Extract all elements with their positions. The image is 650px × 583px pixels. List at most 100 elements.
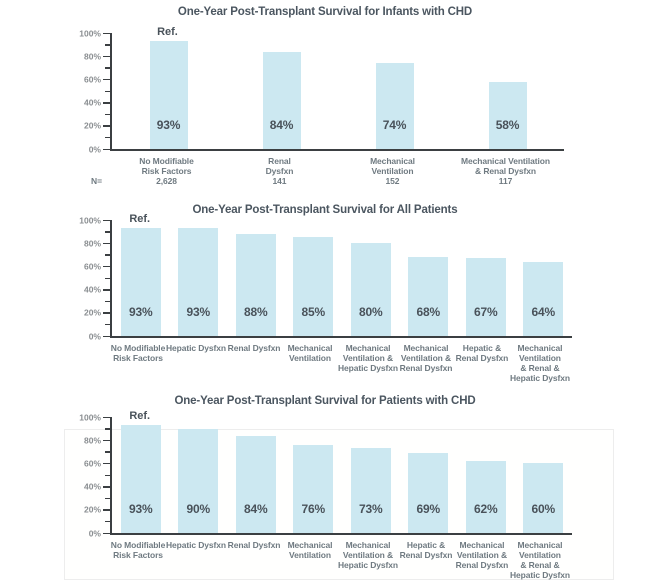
- y-axis-major-tick: [103, 462, 110, 465]
- category-label-line: Mechanical: [517, 343, 563, 353]
- y-axis-major-tick: [103, 78, 110, 81]
- category-label-line: Renal Dysfxn: [227, 343, 281, 353]
- survival-bar: 76%: [293, 444, 334, 533]
- y-axis-major-tick: [103, 509, 110, 511]
- y-axis-minor-tick: [105, 136, 110, 139]
- category-label-line: Mechanical: [287, 540, 333, 550]
- chart-title: One-Year Post-Transplant Survival for Al…: [192, 204, 458, 216]
- y-axis-major-tick: [103, 532, 110, 534]
- y-axis-minor-tick: [105, 44, 110, 46]
- survival-bar: 93% Ref.: [120, 213, 161, 336]
- category-label: Hepatic Dysfxn: [166, 343, 226, 383]
- y-axis-tick-label: 20%: [83, 120, 101, 131]
- category-label-line: Hepatic Dysfxn: [165, 540, 226, 550]
- category-label-line: No Modifiable: [139, 156, 194, 166]
- category-label-line: Dysfxn: [265, 166, 294, 176]
- category-label: No Modifiable Risk Factors: [110, 540, 166, 580]
- bar-value-label: 74%: [382, 118, 407, 132]
- bar-value-label: 93%: [156, 118, 181, 132]
- bar-slot: 93% Ref.: [112, 26, 225, 149]
- bar-value-label: 90%: [186, 502, 211, 516]
- y-axis-tick-label: 40%: [83, 481, 101, 492]
- category-label-line: Ventilation: [289, 353, 331, 363]
- y-axis-major-tick: [103, 486, 110, 488]
- category-label-line: Renal Dysfxn: [455, 353, 509, 363]
- survival-bar: 84%: [235, 435, 276, 533]
- category-label-line: Mechanical: [403, 343, 449, 353]
- chart-infants-chd: One-Year Post-Transplant Survival for In…: [0, 0, 650, 193]
- bar-value-label: 93%: [129, 502, 153, 516]
- bars-container: 93% Ref. 84% 74% 58%: [112, 26, 564, 149]
- category-label-line: Ventilation &: [400, 353, 452, 363]
- y-axis-major-tick: [103, 102, 110, 104]
- category-label-line: & Renal Dysfxn: [475, 166, 536, 176]
- y-axis-minor-tick: [105, 90, 110, 92]
- y-axis-major-tick: [103, 416, 110, 418]
- survival-bar: 80%: [350, 243, 391, 336]
- category-label-line: Mechanical: [459, 540, 505, 550]
- category-label: Mechanical Ventilation & Hepatic Dysfxn: [338, 343, 398, 383]
- y-axis-tick-label: 60%: [83, 261, 101, 272]
- bar-slot: 58%: [451, 33, 564, 149]
- y-axis-minor-tick: [105, 323, 110, 326]
- category-label: Mechanical Ventilation & Renal Dysfxn 117: [449, 156, 562, 186]
- bar-slot: 90%: [170, 417, 228, 533]
- category-label-line: 117: [498, 176, 513, 186]
- category-label-line: Ventilation: [519, 550, 561, 560]
- y-axis-tick-label: 60%: [83, 74, 101, 85]
- category-label-line: Renal Dysfxn: [399, 550, 453, 560]
- reference-label: Ref.: [157, 26, 178, 39]
- bar-slot: 64%: [515, 220, 573, 336]
- category-label: Mechanical Ventilation & Hepatic Dysfxn: [338, 540, 398, 580]
- y-axis-tick-label: 80%: [83, 434, 101, 445]
- category-label-line: Renal: [268, 156, 291, 166]
- category-label-line: Renal Dysfxn: [455, 560, 509, 570]
- category-label: Mechanical Ventilation & Renal Dysfxn: [454, 540, 510, 580]
- y-axis-tick-label: 0%: [88, 527, 101, 538]
- survival-bar: 85%: [293, 237, 334, 336]
- bar-slot: 68%: [400, 220, 458, 336]
- category-label: Renal Dysfxn: [226, 540, 282, 580]
- bar-slot: 69%: [400, 417, 458, 533]
- bar-value-label: 93%: [186, 305, 211, 319]
- y-axis-minor-tick: [105, 67, 110, 69]
- y-axis-minor-tick: [105, 113, 110, 116]
- y-axis-tick-label: 80%: [83, 237, 101, 248]
- bar-value-label: 60%: [531, 502, 556, 516]
- bar-slot: 85%: [285, 220, 343, 336]
- y-axis-major-tick: [103, 335, 110, 337]
- bar-value-label: 58%: [495, 118, 520, 132]
- y-axis-tick-label: 20%: [83, 307, 101, 318]
- x-axis-labels: No Modifiable Risk Factors Hepatic Dysfxn R…: [110, 343, 570, 383]
- survival-bar: 67%: [465, 258, 506, 336]
- y-axis-tick-label: 40%: [83, 284, 101, 295]
- y-axis-major-tick: [103, 55, 110, 58]
- bar-value-label: 84%: [244, 502, 268, 516]
- category-label: Hepatic & Renal Dysfxn: [454, 343, 510, 383]
- category-label-line: & Renal &: [520, 560, 560, 570]
- y-axis-major-tick: [103, 242, 110, 245]
- bar-slot: 60%: [515, 417, 573, 533]
- category-label-line: No Modifiable: [110, 343, 166, 353]
- survival-bar: 62%: [465, 461, 506, 533]
- y-axis-tick-label: 100%: [79, 411, 101, 422]
- y-axis-tick-label: 0%: [88, 143, 101, 154]
- y-axis-major-tick: [103, 312, 110, 314]
- category-label-line: Ventilation &: [456, 550, 508, 560]
- y-axis-major-tick: [103, 148, 110, 150]
- category-label: Mechanical Ventilation & Renal & Hepatic Dy…: [510, 540, 570, 580]
- category-label-line: Mechanical: [287, 343, 333, 353]
- bars-container: 93% Ref. 90% 84% 76% 73% 69% 62% 60%: [112, 410, 573, 533]
- category-label-line: 2,628: [156, 176, 177, 186]
- category-label: Mechanical Ventilation: [282, 343, 338, 383]
- category-label-line: Renal Dysfxn: [227, 540, 281, 550]
- survival-bar: 93% Ref.: [149, 26, 188, 149]
- bar-slot: 84%: [227, 417, 285, 533]
- category-label-line: & Renal &: [520, 363, 560, 373]
- category-label-line: Hepatic &: [406, 540, 446, 550]
- bar-value-label: 76%: [301, 502, 326, 516]
- y-axis-tick-label: 20%: [83, 504, 101, 515]
- y-axis-major-tick: [103, 219, 110, 221]
- bar-value-label: 67%: [474, 305, 498, 319]
- bar-slot: 93%: [170, 220, 228, 336]
